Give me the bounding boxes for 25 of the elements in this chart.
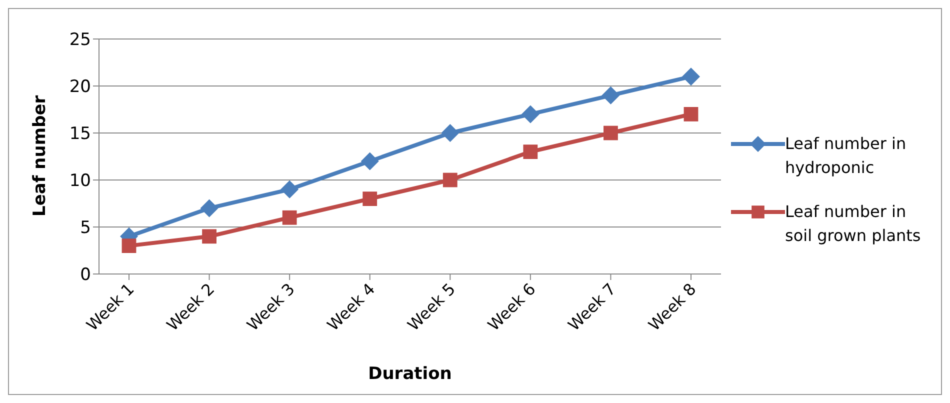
point xyxy=(202,229,216,244)
point xyxy=(602,86,620,104)
point xyxy=(684,107,698,122)
point xyxy=(523,144,538,159)
point xyxy=(280,180,299,198)
point xyxy=(282,210,297,225)
y-tick-label: 15 xyxy=(69,124,91,144)
point xyxy=(604,126,618,140)
y-tick-label: 5 xyxy=(80,218,91,238)
point xyxy=(362,192,378,206)
point xyxy=(521,105,540,124)
legend-label: Leaf number in hydroponic xyxy=(785,132,908,178)
point xyxy=(200,199,218,218)
point xyxy=(360,152,379,170)
point xyxy=(442,172,458,188)
legend-label: Leaf number in soil grown plants xyxy=(785,200,922,246)
y-axis-title: Leaf number xyxy=(30,94,50,216)
x-axis-title: Duration xyxy=(368,364,452,384)
y-tick-label: 20 xyxy=(69,77,91,98)
y-tick-label: 25 xyxy=(69,30,91,50)
y-tick-label: 10 xyxy=(69,171,91,192)
point xyxy=(682,68,700,86)
point xyxy=(441,124,460,142)
point xyxy=(122,238,136,253)
y-tick-label: 0 xyxy=(80,265,91,286)
